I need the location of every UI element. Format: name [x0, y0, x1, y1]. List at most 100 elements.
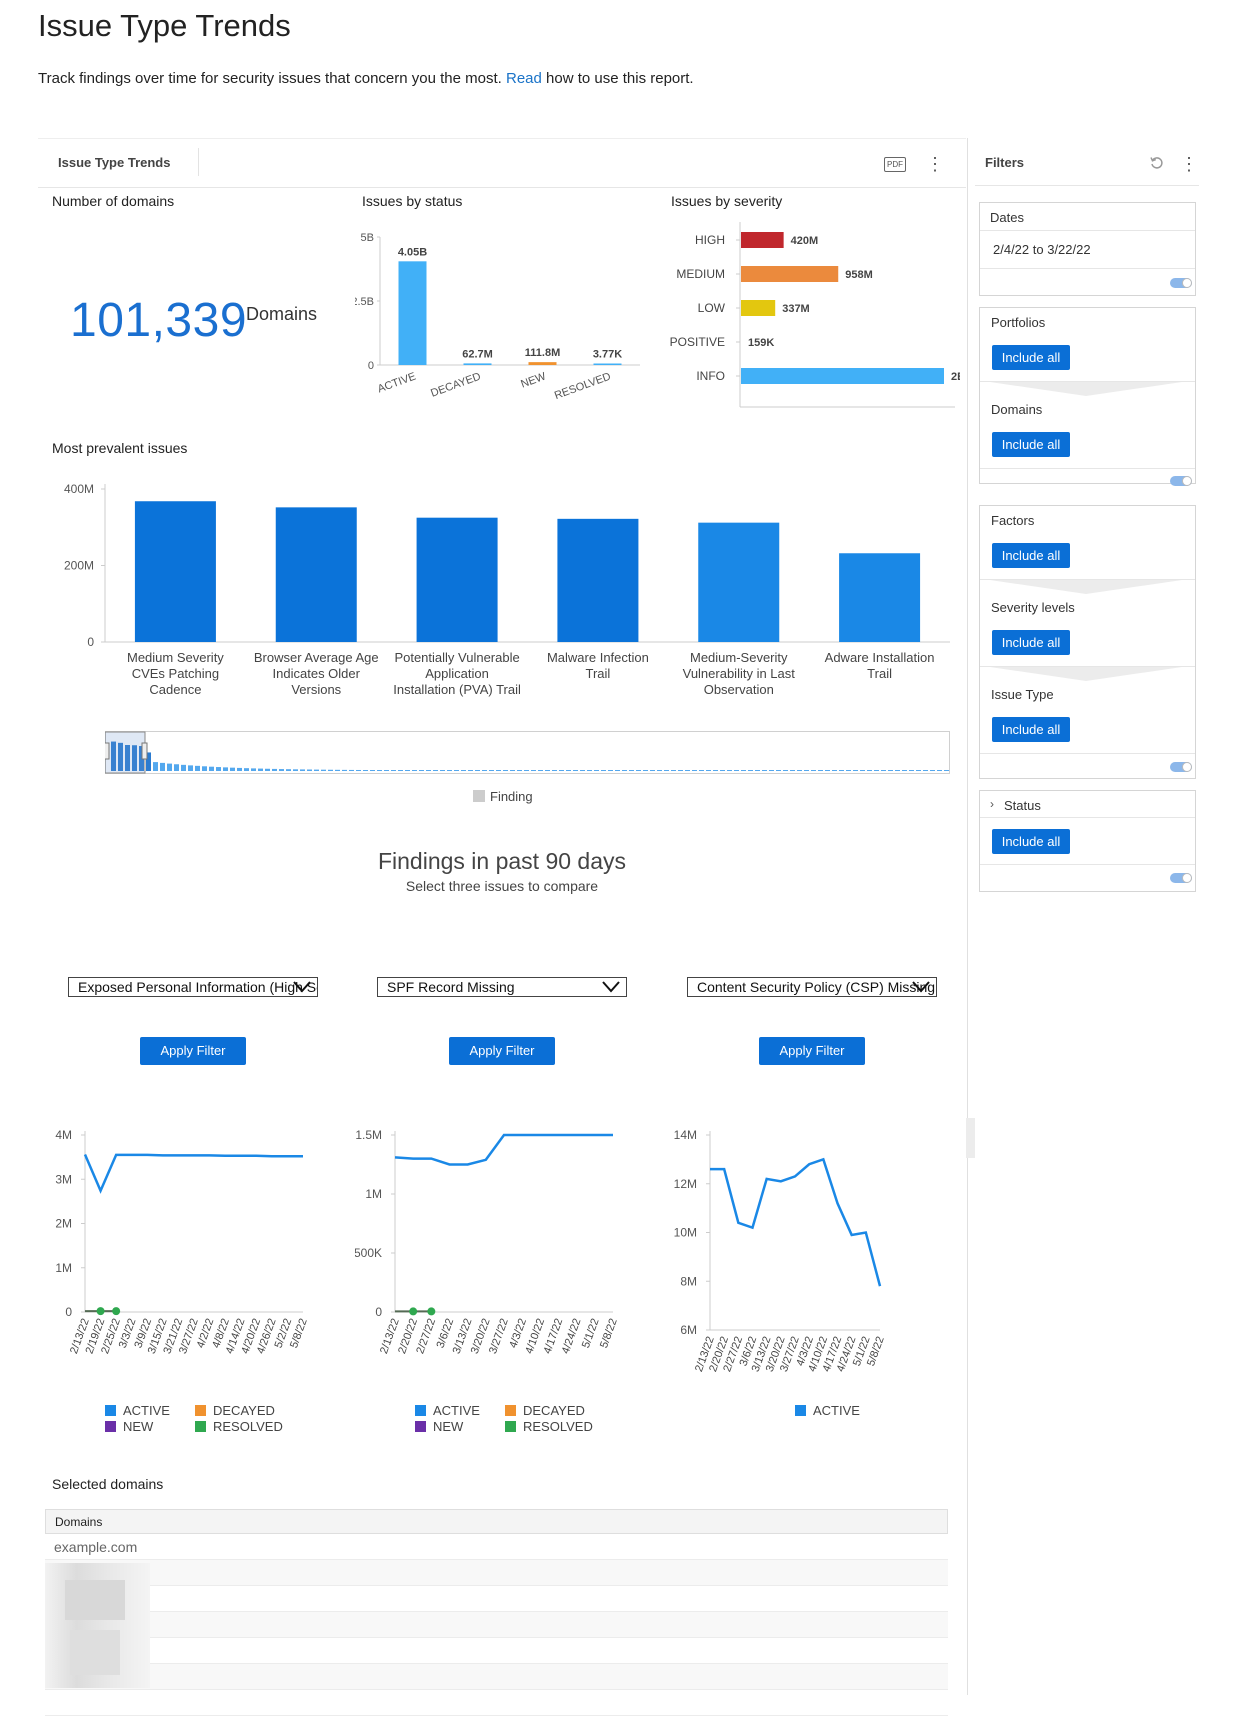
factors-wedge: [990, 580, 1182, 594]
apply-filter-button-2[interactable]: Apply Filter: [449, 1037, 555, 1065]
severity-category-label: HIGH: [695, 233, 725, 247]
domains-card-label: Number of domains: [52, 193, 175, 209]
severity-filter-label: Severity levels: [991, 600, 1075, 615]
severity-value-label: 2B: [951, 371, 960, 383]
table-row[interactable]: [45, 1612, 948, 1638]
navigator-bar: [349, 769, 354, 771]
factors-separator: [980, 579, 1195, 580]
domains-include-all-button[interactable]: Include all: [992, 432, 1070, 457]
domains-toggle[interactable]: [1170, 476, 1192, 486]
navigator-bar: [895, 770, 900, 771]
reset-icon[interactable]: [1149, 155, 1165, 171]
navigator-bar: [370, 770, 375, 771]
trend-ytick-label: 6M: [680, 1323, 697, 1337]
dates-filter-value[interactable]: 2/4/22 to 3/22/22: [993, 242, 1091, 257]
navigator-bar: [132, 745, 137, 771]
navigator-bar: [538, 770, 543, 771]
trend-series-line: [710, 1157, 882, 1287]
navigator-bar: [916, 770, 921, 771]
navigator-bar: [734, 770, 739, 771]
issue-select-1[interactable]: Exposed Personal Information (High Sever…: [68, 977, 318, 997]
prevalent-category-label: Medium Severity CVEs Patching Cadence: [127, 650, 224, 697]
table-row[interactable]: [45, 1664, 948, 1690]
chart-navigator[interactable]: [105, 731, 950, 775]
severity-value-label: 159K: [748, 337, 774, 349]
issue-type-include-all-button[interactable]: Include all: [992, 717, 1070, 742]
navigator-bar: [384, 770, 389, 771]
dates-separator-2: [980, 268, 1195, 269]
severity-include-all-button[interactable]: Include all: [992, 630, 1070, 655]
legend-swatch: [505, 1421, 516, 1432]
table-row[interactable]: [45, 1690, 948, 1716]
navigator-bar: [524, 770, 529, 771]
factors-toggle[interactable]: [1170, 762, 1192, 772]
trend-chart-2: 0500K1M1.5M2/13/222/20/222/27/223/6/223/…: [355, 1128, 620, 1434]
navigator-bar: [692, 770, 697, 771]
severity-value-label: 420M: [791, 235, 819, 247]
navigator-bar: [321, 769, 326, 771]
filters-menu-icon[interactable]: ⋮: [1180, 154, 1198, 174]
dates-filter: [979, 202, 1196, 296]
sidebar-collapse-handle[interactable]: [966, 1118, 975, 1158]
prevalent-category-label: Medium-Severity Vulnerability in Last Obse…: [683, 650, 796, 697]
factors-include-all-button[interactable]: Include all: [992, 543, 1070, 568]
domains-column-header[interactable]: Domains: [45, 1509, 948, 1534]
dates-toggle[interactable]: [1170, 278, 1192, 288]
navigator-bar: [419, 770, 424, 771]
navigator-bar: [216, 767, 221, 771]
trend-ytick-label: 0: [65, 1305, 72, 1319]
navigator-bar: [517, 770, 522, 771]
portfolios-wedge: [990, 382, 1182, 396]
table-row[interactable]: [45, 1560, 948, 1586]
panel-menu-icon[interactable]: ⋮: [926, 154, 944, 174]
dates-filter-label: Dates: [990, 210, 1024, 225]
subtitle-text: Track findings over time for security is…: [38, 70, 502, 87]
issue-select-2[interactable]: SPF Record Missing: [377, 977, 627, 997]
trend-ytick-label: 500K: [355, 1246, 382, 1260]
table-row[interactable]: [45, 1586, 948, 1612]
prevalent-bar: [839, 553, 921, 642]
prevalent-legend[interactable]: Finding: [473, 789, 533, 804]
pdf-export-button[interactable]: PDF: [884, 157, 906, 172]
navigator-bar: [706, 770, 711, 771]
severity-category-label: LOW: [698, 301, 726, 315]
navigator-bar: [412, 770, 417, 771]
factors-filter-label: Factors: [991, 513, 1035, 528]
trend-point: [96, 1307, 105, 1316]
legend-swatch: [415, 1405, 426, 1416]
legend-swatch-finding: [473, 790, 485, 802]
legend-swatch: [105, 1405, 116, 1416]
navigator-bar: [678, 770, 683, 771]
legend-label: ACTIVE: [123, 1403, 170, 1418]
severity-bar: [741, 368, 944, 384]
navigator-bar: [860, 770, 865, 771]
issue-select-3[interactable]: Content Security Policy (CSP) Missing: [687, 977, 937, 997]
status-include-all-button[interactable]: Include all: [992, 829, 1070, 854]
status-toggle[interactable]: [1170, 873, 1192, 883]
selected-domains-label: Selected domains: [52, 1476, 164, 1492]
tab-issue-type-trends[interactable]: Issue Type Trends: [58, 155, 171, 170]
portfolios-include-all-button[interactable]: Include all: [992, 345, 1070, 370]
navigator-bar: [846, 770, 851, 771]
navigator-bar: [531, 770, 536, 771]
navigator-bar: [279, 769, 284, 771]
table-row[interactable]: example.com: [45, 1534, 948, 1560]
table-row[interactable]: [45, 1638, 948, 1664]
panel-header-underline: [38, 187, 966, 188]
status-filter-label[interactable]: Status: [1004, 798, 1041, 813]
read-link[interactable]: Read: [505, 70, 542, 87]
navigator-bar: [909, 770, 914, 771]
navigator-bar: [867, 770, 872, 771]
trend-point: [112, 1307, 121, 1316]
navigator-bar: [209, 766, 214, 771]
dates-separator: [980, 230, 1195, 231]
navigator-bar: [111, 741, 116, 771]
apply-filter-button-1[interactable]: Apply Filter: [140, 1037, 246, 1065]
navigator-bar: [559, 770, 564, 771]
navigator-bar: [825, 770, 830, 771]
status-category-label: ACTIVE: [376, 371, 417, 396]
apply-filter-button-3[interactable]: Apply Filter: [759, 1037, 865, 1065]
navigator-bar: [342, 769, 347, 771]
issue-select-3-value: Content Security Policy (CSP) Missing: [697, 979, 936, 995]
status-expand-icon[interactable]: ›: [990, 797, 994, 811]
